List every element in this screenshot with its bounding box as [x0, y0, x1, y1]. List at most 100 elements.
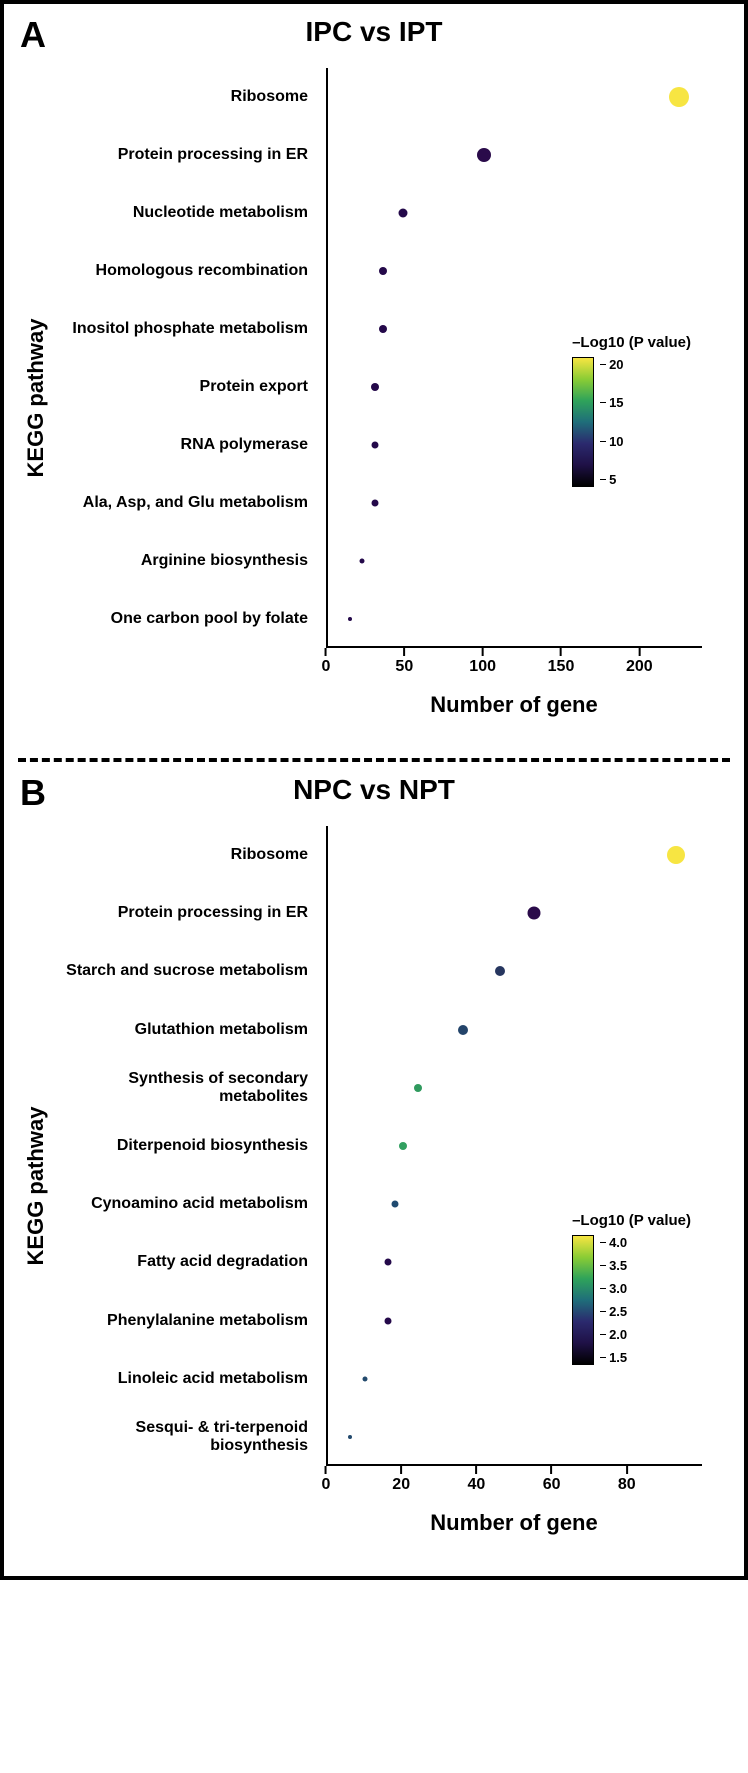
- chart-row: Nucleotide metabolism: [58, 188, 702, 238]
- panel-b-y-axis-label: KEGG pathway: [23, 1107, 49, 1266]
- legend-tick-label: 3.5: [609, 1258, 627, 1273]
- panel-b-title: NPC vs NPT: [16, 774, 732, 806]
- panel-a-letter: A: [20, 14, 46, 56]
- chart-row: Arginine biosynthesis: [58, 536, 702, 586]
- data-point: [527, 907, 540, 920]
- chart-row: Sesqui- & tri-terpenoid biosynthesis: [58, 1412, 702, 1462]
- x-tick: 40: [467, 1466, 485, 1494]
- tick-mark: [400, 1466, 402, 1474]
- panel-a-legend-body: 20 15 10 5: [572, 357, 691, 487]
- legend-tick: 1.5: [600, 1350, 627, 1365]
- panel-b-letter: B: [20, 772, 46, 814]
- legend-tick-mark: [600, 364, 606, 365]
- pathway-label: Synthesis of secondary metabolites: [58, 1070, 318, 1106]
- legend-tick-label: 15: [609, 395, 623, 410]
- data-point: [669, 87, 689, 107]
- data-point: [392, 1201, 399, 1208]
- panel-a-title: IPC vs IPT: [16, 16, 732, 48]
- tick-label: 0: [322, 1476, 331, 1494]
- figure-container: A IPC vs IPT KEGG pathway RibosomeProtei…: [0, 0, 748, 1580]
- legend-tick: 2.5: [600, 1304, 627, 1319]
- panel-b-legend-title: –Log10 (P value): [572, 1212, 691, 1229]
- legend-tick-label: 5: [609, 472, 616, 487]
- data-point: [371, 500, 378, 507]
- tick-mark: [482, 648, 484, 656]
- data-point: [384, 1259, 391, 1266]
- pathway-label: Nucleotide metabolism: [58, 204, 318, 222]
- pathway-label: Cynoamino acid metabolism: [58, 1195, 318, 1213]
- tick-mark: [626, 1466, 628, 1474]
- panel-b-colorbar: [572, 1235, 594, 1365]
- legend-tick-label: 20: [609, 357, 623, 372]
- legend-tick-mark: [600, 402, 606, 403]
- data-point: [384, 1317, 391, 1324]
- panel-b-chart: KEGG pathway RibosomeProtein processing …: [56, 826, 732, 1546]
- panel-a-legend-ticks: 20 15 10 5: [594, 357, 623, 487]
- pathway-label: Inositol phosphate metabolism: [58, 320, 318, 338]
- chart-row: Synthesis of secondary metabolites: [58, 1063, 702, 1113]
- chart-row: Ribosome: [58, 830, 702, 880]
- data-point: [667, 846, 685, 864]
- x-tick: 100: [469, 648, 496, 676]
- data-point: [458, 1025, 468, 1035]
- pathway-label: Ribosome: [58, 88, 318, 106]
- legend-tick: 10: [600, 434, 623, 449]
- x-tick: 60: [543, 1466, 561, 1494]
- data-point: [414, 1084, 422, 1092]
- tick-label: 150: [548, 658, 575, 676]
- panel-b-legend-body: 4.0 3.5 3.0 2.5 2.0 1.5: [572, 1235, 691, 1365]
- chart-row: Starch and sucrose metabolism: [58, 946, 702, 996]
- legend-tick: 3.5: [600, 1258, 627, 1273]
- legend-tick-mark: [600, 1334, 606, 1335]
- tick-mark: [475, 1466, 477, 1474]
- data-point: [495, 966, 505, 976]
- panel-b-x-ticks: 020406080: [326, 1466, 702, 1496]
- panel-a-colorbar: [572, 357, 594, 487]
- tick-label: 200: [626, 658, 653, 676]
- pathway-label: Sesqui- & tri-terpenoid biosynthesis: [58, 1419, 318, 1455]
- tick-label: 100: [469, 658, 496, 676]
- legend-tick-label: 2.5: [609, 1304, 627, 1319]
- chart-row: Diterpenoid biosynthesis: [58, 1121, 702, 1171]
- tick-label: 20: [392, 1476, 410, 1494]
- pathway-label: Protein processing in ER: [58, 904, 318, 922]
- legend-tick: 4.0: [600, 1235, 627, 1250]
- panel-b: B NPC vs NPT KEGG pathway RibosomeProtei…: [4, 762, 744, 1576]
- legend-tick: 20: [600, 357, 623, 372]
- pathway-label: Starch and sucrose metabolism: [58, 962, 318, 980]
- chart-row: Protein processing in ER: [58, 888, 702, 938]
- data-point: [398, 209, 407, 218]
- tick-mark: [403, 648, 405, 656]
- tick-mark: [551, 1466, 553, 1474]
- x-tick: 0: [322, 1466, 331, 1494]
- pathway-label: Protein processing in ER: [58, 146, 318, 164]
- legend-tick-mark: [600, 1288, 606, 1289]
- legend-tick-mark: [600, 479, 606, 480]
- legend-tick-label: 2.0: [609, 1327, 627, 1342]
- pathway-label: Glutathion metabolism: [58, 1021, 318, 1039]
- pathway-label: Ala, Asp, and Glu metabolism: [58, 494, 318, 512]
- panel-a-x-ticks: 050100150200: [326, 648, 702, 678]
- x-tick: 150: [548, 648, 575, 676]
- panel-b-x-axis-label: Number of gene: [326, 1510, 702, 1536]
- chart-row: Ribosome: [58, 72, 702, 122]
- tick-label: 40: [467, 1476, 485, 1494]
- legend-tick-mark: [600, 441, 606, 442]
- tick-label: 80: [618, 1476, 636, 1494]
- legend-tick: 15: [600, 395, 623, 410]
- pathway-label: Homologous recombination: [58, 262, 318, 280]
- data-point: [371, 383, 379, 391]
- legend-tick: 3.0: [600, 1281, 627, 1296]
- data-point: [371, 442, 378, 449]
- x-tick: 20: [392, 1466, 410, 1494]
- tick-mark: [638, 648, 640, 656]
- legend-tick-label: 10: [609, 434, 623, 449]
- pathway-label: Phenylalanine metabolism: [58, 1312, 318, 1330]
- x-tick: 200: [626, 648, 653, 676]
- legend-tick-mark: [600, 1357, 606, 1358]
- chart-row: Protein processing in ER: [58, 130, 702, 180]
- tick-label: 60: [543, 1476, 561, 1494]
- data-point: [379, 267, 387, 275]
- panel-b-legend: –Log10 (P value) 4.0 3.5 3.0 2.5 2.0 1.5: [566, 1206, 697, 1371]
- data-point: [477, 148, 491, 162]
